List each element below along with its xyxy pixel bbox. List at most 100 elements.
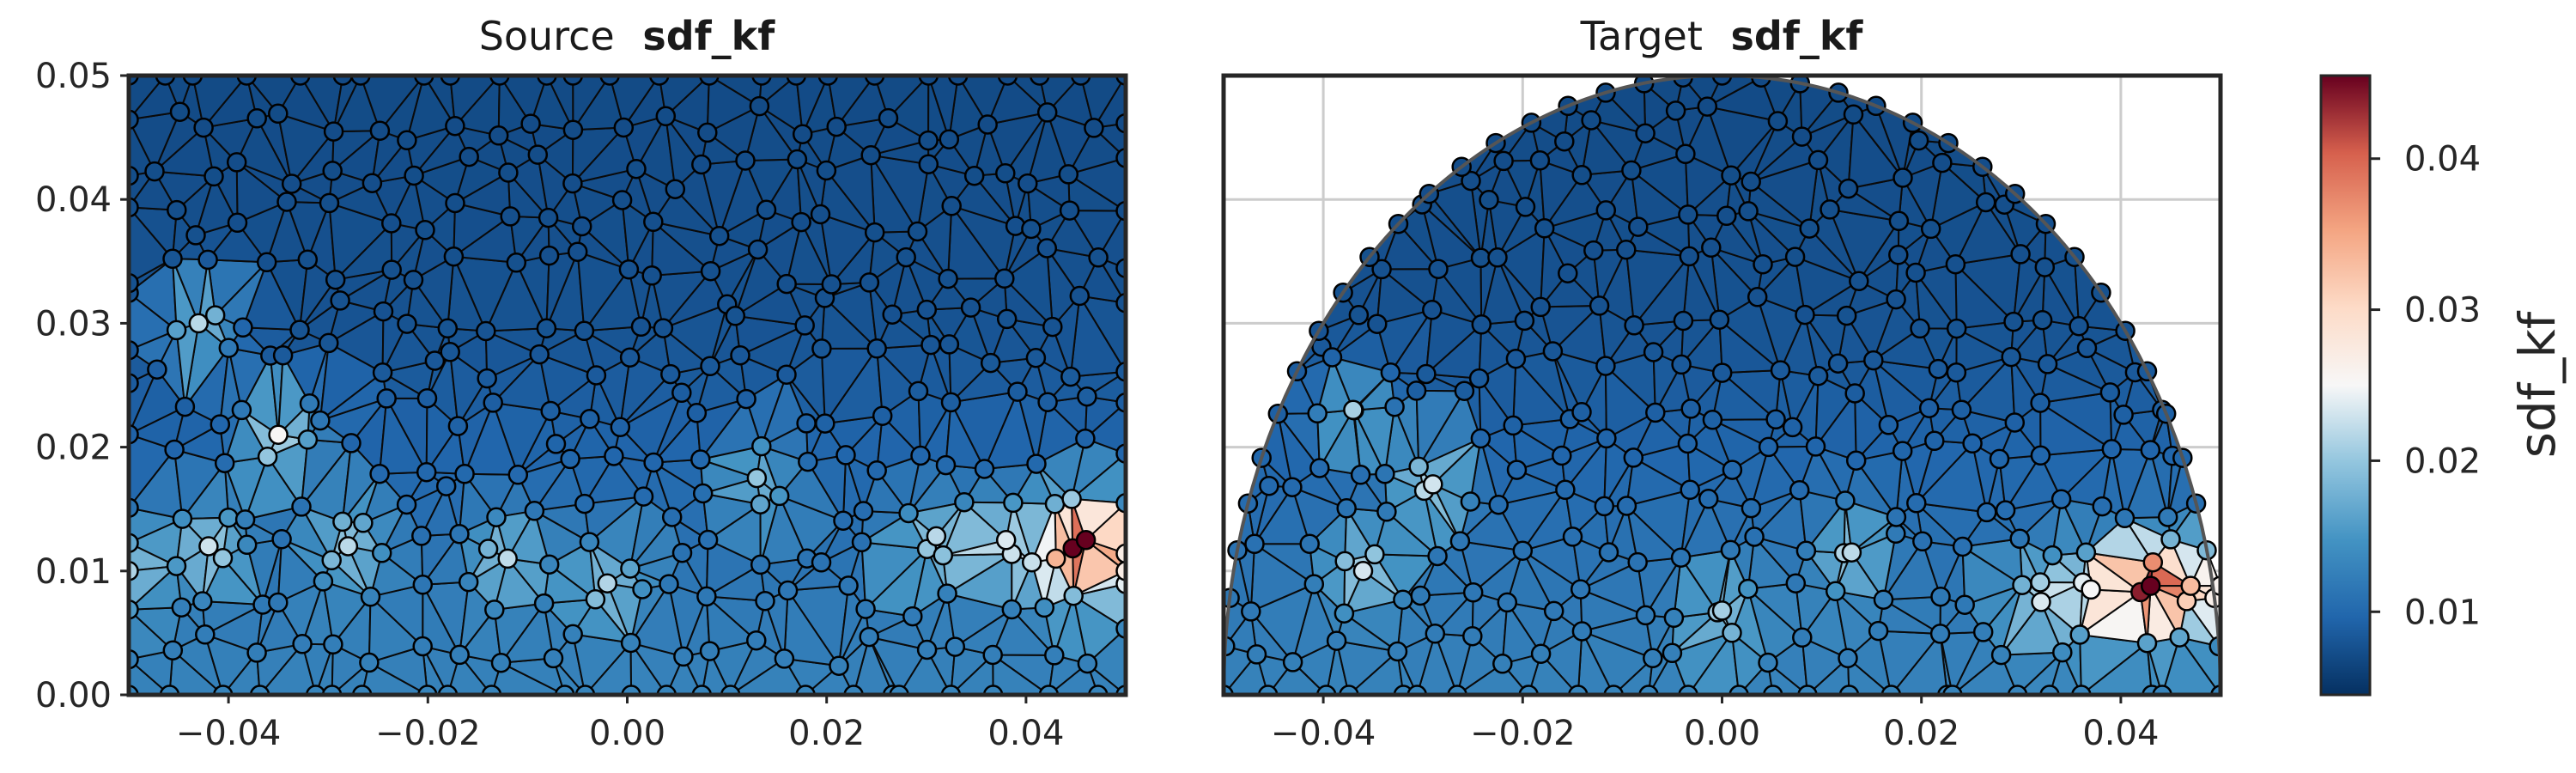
target-mesh-node [1624, 315, 1644, 336]
source-mesh-node [396, 494, 417, 515]
target-mesh-node [1427, 545, 1448, 567]
source-mesh-node [212, 685, 234, 695]
target-mesh-node [1680, 479, 1700, 501]
source-mesh-node [299, 393, 320, 414]
source-mesh-node [1060, 366, 1081, 387]
source-mesh-node [994, 268, 1015, 289]
source-mesh-triangle [927, 76, 959, 140]
target-mesh-node [1675, 143, 1696, 165]
source-mesh-node [700, 356, 720, 377]
target-mesh-node [1471, 314, 1492, 335]
source-mesh-node [632, 579, 653, 600]
source-mesh-node [369, 120, 391, 141]
target-mesh-node [2160, 529, 2181, 550]
target-mesh-node [1364, 544, 1385, 565]
source-mesh-node [197, 249, 218, 271]
target-mesh-node [1555, 479, 1576, 501]
source-mesh-node [633, 486, 654, 507]
source-mesh-node [659, 574, 679, 594]
target-mesh-node [2050, 489, 2072, 509]
source-mesh-node [980, 352, 1001, 374]
target-mesh-node [1878, 415, 1899, 435]
source-mesh-node [661, 507, 683, 527]
target-mesh-node [1460, 491, 1481, 512]
source-mesh-node [477, 539, 499, 559]
source-mesh-node [129, 599, 139, 620]
source-mesh-triangle [758, 76, 798, 108]
target-mesh-node [2030, 393, 2050, 413]
source-mesh-node [454, 464, 475, 484]
target-mesh-node [1741, 497, 1762, 519]
source-mesh-node [1115, 443, 1126, 464]
source-mesh-node [579, 532, 600, 552]
source-mesh-node [538, 207, 559, 228]
target-mesh-node [1393, 589, 1413, 610]
source-mesh-node [319, 192, 340, 214]
source-mesh-node [212, 548, 234, 569]
source-mesh-node [653, 318, 674, 338]
target-mesh-node [1990, 644, 2012, 666]
source-mesh-node [129, 373, 139, 393]
target-mesh-node [1952, 536, 1973, 557]
source-mesh-node [1063, 585, 1084, 606]
target-mesh-node [1888, 210, 1910, 232]
source-mesh-node [954, 491, 975, 513]
source-mesh-node [626, 158, 647, 180]
target-mesh-node [2039, 685, 2060, 695]
source-mesh-node [204, 305, 226, 326]
target-mesh-node [1635, 605, 1656, 626]
source-mesh-node [540, 400, 561, 422]
source-mesh-triangle [495, 509, 537, 562]
source-mesh-node [908, 380, 929, 402]
target-mesh-node [1583, 240, 1604, 261]
source-mesh-node [562, 624, 583, 645]
source-mesh-node [898, 502, 919, 524]
target-mesh-node [1367, 313, 1388, 334]
target-mesh-node [1487, 247, 1508, 268]
target-mesh-node [1954, 594, 1975, 615]
source-mesh-node [371, 543, 392, 563]
target-mesh-node [1594, 496, 1615, 517]
source-mesh-node [164, 439, 185, 460]
source-mesh-node [1088, 685, 1109, 695]
source-mesh-node [506, 253, 527, 273]
target-mesh-node [2180, 575, 2201, 596]
source-mesh-node [162, 640, 184, 660]
target-mesh-node [1972, 622, 1994, 642]
target-mesh-node [1838, 648, 1858, 669]
source-mesh-node [484, 600, 505, 620]
source-mesh-node [995, 163, 1016, 184]
source-mesh-node [1058, 164, 1079, 185]
target-mesh-node [2101, 439, 2123, 460]
target-mesh-node [2004, 412, 2026, 433]
source-mesh-node [414, 76, 434, 86]
target-mesh-node [1645, 402, 1666, 423]
source-mesh-node [996, 308, 1018, 330]
source-mesh-node [246, 108, 267, 129]
source-mesh-node [791, 211, 811, 233]
source-mesh-node [916, 639, 938, 660]
source-mesh-node [720, 685, 741, 695]
target-mesh-node [1753, 253, 1773, 275]
target-mesh-node [2003, 311, 2024, 332]
source-mesh-node [691, 154, 712, 175]
source-mesh-node [147, 359, 167, 380]
target-mesh-node [1628, 216, 1649, 237]
colorbar-tick-label: 0.03 [2404, 291, 2481, 331]
source-mesh-node [787, 149, 808, 170]
target-mesh-node [1989, 448, 2010, 470]
source-mesh-node [193, 117, 214, 138]
source-x-tick-label: 0.00 [589, 714, 665, 753]
source-mesh-node [376, 388, 397, 409]
source-mesh-node [1075, 428, 1096, 449]
source-mesh-node [437, 685, 459, 695]
target-mesh-node [1835, 490, 1856, 511]
target-mesh-node [1244, 533, 1265, 555]
source-mesh [129, 76, 1126, 695]
target-mesh-node [1845, 450, 1867, 471]
target-mesh-node [1387, 641, 1408, 662]
target-mesh-node [1795, 304, 1815, 326]
source-mesh-node [268, 103, 289, 125]
target-mesh-node [1568, 685, 1589, 695]
target-mesh-node [1616, 239, 1637, 260]
